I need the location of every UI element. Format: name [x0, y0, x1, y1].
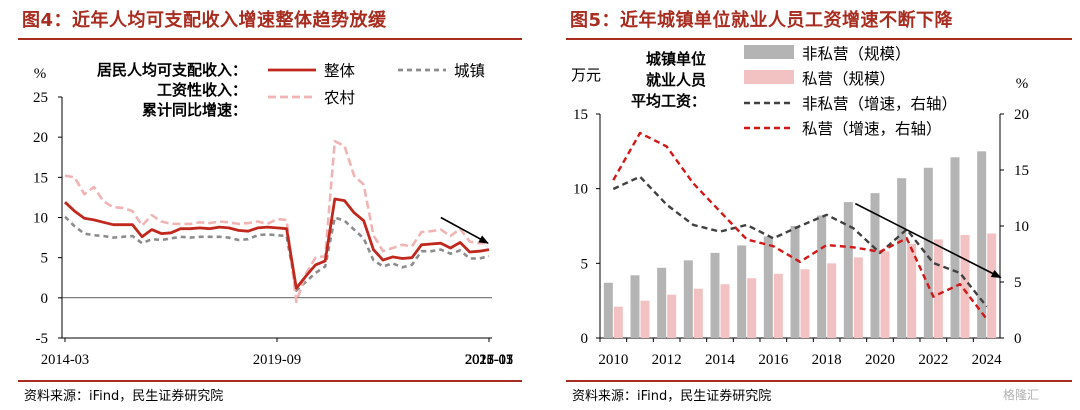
right-bottom-rule: [566, 380, 1072, 382]
bar-private: [987, 233, 997, 338]
legend-note-line: 城镇单位: [646, 50, 706, 68]
left-chart-panel: 图4：近年人均可支配收入增速整体趋势放缓 -5 0 5 10 15 20 25 2014-03…: [0, 0, 530, 410]
x-tick-label: 2025-03: [465, 352, 513, 368]
bar-private: [853, 257, 863, 338]
legend-label: 城镇: [454, 62, 485, 80]
bar-nonprivate: [683, 260, 693, 338]
y-unit-label: %: [34, 66, 47, 82]
bar-nonprivate: [710, 252, 720, 338]
x-tick-label: 2012: [652, 352, 682, 368]
legend-label: 私营（增速，右轴）: [802, 120, 942, 138]
bar-nonprivate: [603, 282, 613, 338]
bar-private: [667, 294, 677, 338]
right-y-unit-label: %: [1016, 76, 1029, 92]
bar-private: [960, 234, 970, 338]
bar-private: [907, 243, 917, 338]
bar-nonprivate: [843, 202, 853, 338]
left-y-tick-label: 10: [573, 182, 588, 198]
bar-nonprivate: [817, 215, 827, 338]
series-line-overall: [64, 197, 490, 290]
bar-private: [640, 300, 650, 338]
series-line-urban: [64, 215, 490, 292]
left-y-tick-label: 0: [581, 331, 589, 347]
y-tick-label: 5: [41, 251, 49, 267]
x-tick-label: 2020: [865, 352, 895, 368]
bar-nonprivate: [763, 236, 773, 338]
right-y-tick-label: 0: [1014, 331, 1022, 347]
left-y-unit-label: 万元: [571, 66, 601, 84]
left-source-note: 资料来源：iFind，民生证券研究院: [24, 389, 224, 404]
right-chart-title: 图5：近年城镇单位就业人员工资增速不断下降: [570, 10, 954, 31]
left-y-tick-label: 5: [581, 256, 589, 272]
y-tick-label: 15: [33, 170, 48, 186]
bar-private: [880, 251, 890, 338]
series-line-rural: [64, 139, 489, 304]
bar-nonprivate: [657, 267, 667, 338]
legend-label: 非私营（增速，右轴）: [802, 95, 957, 113]
left-y-tick-label: 15: [573, 107, 588, 123]
bar-nonprivate: [790, 226, 800, 338]
x-tick-label: 2016: [758, 352, 789, 368]
trend-arrow: [854, 202, 1002, 279]
legend-note-line: 累计同比增速：: [142, 101, 247, 119]
legend-note-line: 居民人均可支配收入：: [97, 61, 247, 79]
trend-arrow: [440, 216, 489, 244]
x-tick-label: 2023-05: [465, 352, 513, 368]
y-tick-label: 10: [33, 211, 48, 227]
series-line-nonprivate-growth: [612, 175, 988, 308]
legend-label: 非私营（规模）: [802, 45, 911, 63]
x-tick-label: 2022: [918, 352, 948, 368]
right-chart-svg: 0 5 10 15 0 5 10 15 20 万元 % 2010 2012 2014 2016 2018 202…: [571, 45, 1029, 368]
right-y-tick-label: 5: [1014, 275, 1022, 291]
legend-label: 私营（规模）: [802, 70, 895, 88]
bar-nonprivate: [977, 151, 987, 338]
bar-private: [613, 306, 623, 338]
bar-private: [800, 269, 810, 338]
bar-nonprivate: [923, 167, 933, 338]
x-tick-label: 2021-07: [465, 352, 513, 368]
right-y-tick-label: 20: [1014, 107, 1029, 123]
x-tick-label: 2024: [972, 352, 1003, 368]
legend-swatch: [744, 45, 794, 59]
legend-note-line: 就业人员: [646, 71, 706, 89]
x-tick-label: 2019-09: [253, 352, 301, 368]
bar-private: [720, 284, 730, 338]
legend-note-line: 平均工资：: [631, 92, 706, 110]
bar-private: [693, 288, 703, 338]
x-tick-label: 2014: [705, 352, 736, 368]
legend-label: 整体: [324, 62, 356, 80]
bar-private: [773, 273, 783, 338]
legend-swatch: [744, 70, 794, 84]
right-title-rule: [566, 38, 1072, 40]
bar-nonprivate: [870, 193, 880, 338]
right-source-note: 资料来源：iFind，民生证券研究院: [572, 389, 772, 404]
bar-private: [933, 239, 943, 338]
legend-note-line: 工资性收入：: [157, 81, 247, 99]
series-line-private-growth: [612, 131, 988, 320]
left-bottom-rule: [18, 380, 522, 382]
x-tick-label: 2018: [812, 352, 842, 368]
left-title-rule: [18, 38, 522, 40]
bar-private: [827, 263, 837, 338]
y-tick-label: 0: [41, 291, 49, 307]
right-y-tick-label: 10: [1014, 219, 1029, 235]
watermark-logo: 格隆汇: [1003, 388, 1040, 402]
bar-private: [747, 278, 757, 338]
bar-nonprivate: [950, 157, 960, 338]
right-chart-panel: 图5：近年城镇单位就业人员工资增速不断下降 0 5 10 15 0 5 10 15 20 万元% 2…: [548, 0, 1080, 410]
x-tick-label: 2010: [598, 352, 628, 368]
y-tick-label: 20: [33, 130, 48, 146]
bar-nonprivate: [737, 245, 747, 338]
x-tick-label: 2014-03: [41, 352, 89, 368]
bar-nonprivate: [897, 178, 907, 338]
right-y-tick-label: 15: [1014, 163, 1029, 179]
legend-label: 农村: [324, 89, 355, 107]
left-chart-title: 图4：近年人均可支配收入增速整体趋势放缓: [22, 10, 387, 31]
y-tick-label: 25: [33, 90, 48, 106]
x-tick-label: 2016-01: [465, 352, 513, 368]
x-tick-label: 2017-11: [465, 352, 513, 368]
bar-nonprivate: [630, 275, 640, 338]
y-tick-label: -5: [36, 331, 49, 347]
